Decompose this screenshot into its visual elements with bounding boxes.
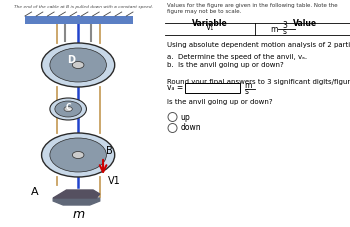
Text: C: C <box>65 104 71 113</box>
Circle shape <box>64 106 72 111</box>
Bar <box>25 16 133 24</box>
Text: V1: V1 <box>108 176 121 186</box>
Text: Variable: Variable <box>192 19 228 28</box>
Circle shape <box>50 98 86 120</box>
Circle shape <box>168 113 177 121</box>
Text: V₁: V₁ <box>205 24 214 32</box>
Circle shape <box>50 138 106 172</box>
Text: Using absolute dependent motion analysis of 2 particles,: Using absolute dependent motion analysis… <box>167 42 350 48</box>
Circle shape <box>50 48 106 82</box>
Circle shape <box>168 123 177 133</box>
Text: m: m <box>271 25 278 34</box>
Text: 3: 3 <box>282 22 287 30</box>
Text: m: m <box>72 207 84 220</box>
Polygon shape <box>53 192 100 205</box>
Text: m: m <box>245 81 252 91</box>
Bar <box>184 83 240 93</box>
Text: b.  Is the anvil going up or down?: b. Is the anvil going up or down? <box>167 62 283 68</box>
Text: Value: Value <box>293 19 317 28</box>
Text: vₐ =: vₐ = <box>167 84 183 92</box>
Text: down: down <box>181 123 201 133</box>
Text: B: B <box>106 146 113 156</box>
Text: Values for the figure are given in the following table. Note the figure may not : Values for the figure are given in the f… <box>167 3 337 14</box>
Text: a.  Determine the speed of the anvil, vₐ.: a. Determine the speed of the anvil, vₐ. <box>167 54 307 60</box>
Circle shape <box>42 43 115 87</box>
Circle shape <box>72 151 84 158</box>
Circle shape <box>55 101 82 117</box>
Text: Is the anvil going up or down?: Is the anvil going up or down? <box>167 99 272 105</box>
Circle shape <box>72 62 84 69</box>
Circle shape <box>42 133 115 177</box>
Text: D: D <box>68 55 76 65</box>
Text: up: up <box>181 113 190 121</box>
Polygon shape <box>53 190 100 198</box>
Text: A: A <box>31 187 39 197</box>
Text: Round your final answers to 3 significant digits/figures.: Round your final answers to 3 significan… <box>167 79 350 85</box>
Text: s: s <box>283 27 287 37</box>
Text: The end of the cable at B is pulled down with a constant speed.: The end of the cable at B is pulled down… <box>14 5 153 9</box>
Text: s: s <box>245 87 249 96</box>
